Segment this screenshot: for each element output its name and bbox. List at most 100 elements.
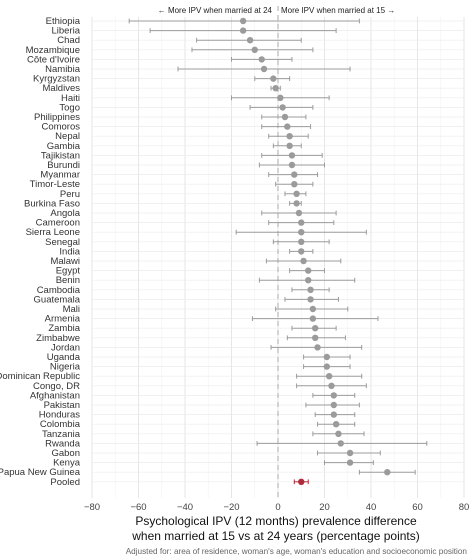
point-colombia (332, 421, 340, 428)
row-label-honduras: Honduras (39, 410, 80, 421)
row-label-myanmar: Myanmar (40, 170, 80, 181)
point-uganda (323, 353, 331, 361)
point-malawi (300, 257, 307, 265)
row-label-jordan: Jordan (51, 342, 80, 353)
row-label-comoros: Comoros (41, 122, 80, 133)
row-label-zimbabwe: Zimbabwe (36, 333, 80, 344)
point-mozambique (251, 46, 258, 53)
row-label-india: India (59, 246, 80, 257)
point-maldives (272, 85, 279, 92)
point-senegal (298, 238, 305, 245)
row-label-pooled: Pooled (50, 477, 80, 488)
row-label-angola: Angola (50, 208, 80, 219)
point-burundi (288, 161, 296, 169)
x-tick-label: −40 (177, 502, 193, 513)
row-label-philippines: Philippines (34, 112, 80, 123)
point-afghanistan (330, 392, 337, 399)
point-chad (246, 37, 254, 44)
point-ethiopia (239, 17, 247, 25)
row-label-colombia: Colombia (40, 419, 81, 430)
row-label-congo-dr: Congo, DR (33, 381, 80, 392)
point-congo-dr (328, 382, 335, 389)
annotation-right: More IPV when married at 15 → (281, 6, 395, 15)
point-india (298, 248, 305, 255)
x-tick-label: −20 (223, 502, 239, 513)
row-label-burkina-faso: Burkina Faso (24, 198, 80, 209)
point-guatemala (307, 296, 314, 303)
point-armenia (309, 315, 317, 322)
point-togo (279, 104, 286, 111)
row-label-nigeria: Nigeria (50, 362, 81, 373)
point-timor-leste (291, 181, 298, 188)
row-label-senegal: Senegal (45, 237, 80, 248)
x-tick-label: −60 (130, 502, 146, 513)
row-label-afghanistan: Afghanistan (30, 390, 80, 401)
row-label-egypt: Egypt (56, 266, 81, 277)
row-label-nepal: Nepal (55, 131, 80, 142)
point-nigeria (323, 363, 331, 370)
point-liberia (239, 27, 247, 34)
point-myanmar (291, 171, 298, 178)
point-tanzania (335, 430, 342, 437)
row-label-tajikistan: Tajikistan (41, 150, 80, 161)
point-dominican-republic (325, 373, 333, 380)
row-label-pakistan: Pakistan (44, 400, 80, 411)
point-benin (305, 277, 312, 284)
point-rwanda (337, 440, 344, 447)
row-label-ethiopia: Ethiopia (46, 16, 81, 27)
point-pakistan (330, 401, 337, 409)
row-label-rwanda: Rwanda (45, 438, 81, 449)
point-honduras (330, 411, 337, 418)
row-label-gambia: Gambia (47, 141, 81, 152)
row-label-togo: Togo (59, 102, 80, 113)
point-gambia (286, 142, 293, 149)
row-label-mozambique: Mozambique (26, 45, 80, 56)
point-angola (295, 209, 303, 217)
point-papua-new-guinea (384, 469, 391, 476)
row-label-c-te-d-ivoire: Côte d'Ivoire (27, 54, 80, 65)
row-label-sierra-leone: Sierra Leone (26, 227, 80, 238)
point-cambodia (307, 286, 314, 293)
point-jordan (314, 344, 321, 351)
point-namibia (260, 65, 268, 73)
row-label-peru: Peru (60, 189, 80, 200)
row-label-tanzania: Tanzania (42, 429, 81, 440)
point-comoros (284, 123, 291, 130)
row-label-haiti: Haiti (61, 93, 80, 104)
annotation-left: ← More IPV when married at 24 (158, 6, 273, 15)
point-zambia (312, 325, 319, 332)
row-label-kyrgyzstan: Kyrgyzstan (33, 74, 80, 85)
point-mali (309, 305, 317, 313)
point-sierra-leone (298, 229, 305, 236)
point-peru (293, 190, 300, 197)
row-label-dominican-republic: Dominican Republic (0, 371, 80, 382)
point-pooled (298, 478, 305, 485)
row-label-kenya: Kenya (53, 458, 81, 469)
point-tajikistan (288, 152, 296, 159)
row-label-armenia: Armenia (45, 314, 81, 325)
row-label-maldives: Maldives (43, 83, 81, 94)
point-burkina-faso (293, 200, 300, 207)
row-label-gabon: Gabon (51, 448, 80, 459)
point-egypt (305, 267, 312, 274)
row-label-chad: Chad (57, 35, 80, 46)
row-label-benin: Benin (56, 275, 80, 286)
row-label-papua-new-guinea: Papua New Guinea (0, 467, 81, 478)
row-label-liberia: Liberia (51, 26, 80, 37)
row-label-cambodia: Cambodia (37, 285, 81, 296)
point-nepal (286, 133, 293, 140)
x-tick-label: 60 (412, 502, 423, 513)
x-axis-label-line-2: when married at 15 vs at 24 years (perce… (131, 529, 419, 543)
point-cameroon (298, 219, 305, 226)
x-tick-label: 80 (459, 502, 470, 513)
row-label-malawi: Malawi (50, 256, 80, 267)
row-label-zambia: Zambia (48, 323, 80, 334)
x-axis-label-line-1: Psychological IPV (12 months) prevalence… (135, 514, 417, 528)
row-label-guatemala: Guatemala (34, 294, 81, 305)
x-axis-ticks: −80 −60 −40 −20 0 20 40 60 80 (84, 502, 469, 513)
point-philippines (281, 113, 289, 121)
point-gabon (346, 449, 354, 457)
